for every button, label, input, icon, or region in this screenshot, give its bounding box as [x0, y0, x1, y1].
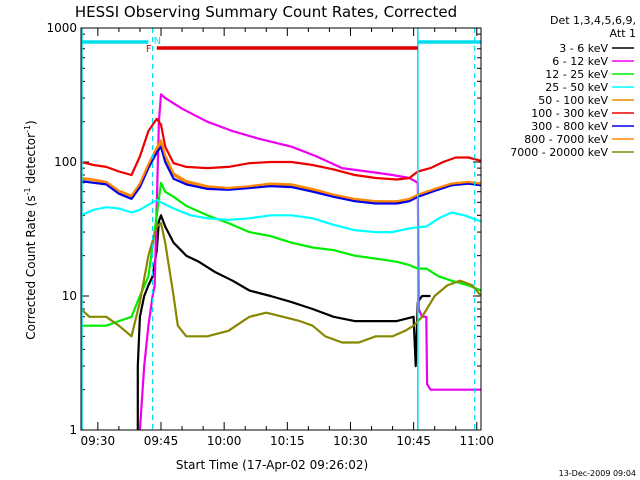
- legend-header-line-1: Det 1,3,4,5,6,9,: [550, 14, 636, 27]
- footer-timestamp: 13-Dec-2009 09:04: [559, 469, 636, 478]
- x-tick-label: 09:45: [144, 434, 179, 448]
- series-line-5: [81, 117, 481, 181]
- legend-label: 7000 - 20000 keV: [510, 146, 608, 159]
- legend-header-line-2: Att 1: [610, 27, 636, 40]
- series-line-7: [81, 139, 481, 203]
- legend-label: 12 - 25 keV: [545, 68, 608, 81]
- y-axis-label-exp-1: -1: [23, 187, 32, 195]
- flare-flag-label: F: [146, 44, 152, 55]
- legend-label: 300 - 800 keV: [531, 120, 608, 133]
- series-group: [81, 93, 481, 430]
- y-axis-label-text-2: detector: [24, 133, 38, 188]
- x-tick-label: 10:15: [270, 434, 305, 448]
- x-axis-label: Start Time (17-Apr-02 09:26:02): [176, 458, 368, 472]
- x-tick-label: 10:00: [207, 434, 242, 448]
- x-tick-label: 09:30: [81, 434, 116, 448]
- chart-title: HESSI Observing Summary Count Rates, Cor…: [75, 3, 457, 21]
- legend-label: 100 - 300 keV: [531, 107, 608, 120]
- y-tick-label: 10: [62, 289, 77, 303]
- y-tick-label: 100: [54, 155, 77, 169]
- series-line-8: [81, 222, 481, 344]
- series-line-3: [81, 199, 481, 234]
- legend-label: 800 - 7000 keV: [524, 133, 608, 146]
- night-flag-label: N: [154, 36, 161, 47]
- y-axis-label-text-3: ): [24, 120, 38, 125]
- series-line-2: [81, 181, 481, 327]
- series-line-6: [81, 145, 481, 205]
- x-tick-label: 10:30: [333, 434, 368, 448]
- legend-label: 3 - 6 keV: [559, 42, 608, 55]
- series-line-0: [136, 214, 431, 430]
- y-axis-label-text-1: Corrected Count Rate (s: [24, 195, 38, 339]
- legend-label: 6 - 12 keV: [552, 55, 608, 68]
- plot-area: 1 10 100 1000 09:30 09:45 10:00 10:15 10:30 10:45…: [46, 21, 494, 448]
- legend-label: 25 - 50 keV: [545, 81, 608, 94]
- y-tick-label: 1: [69, 423, 77, 437]
- y-axis-label-exp-2: -1: [23, 125, 32, 133]
- x-tick-label: 10:45: [396, 434, 431, 448]
- legend-label: 50 - 100 keV: [538, 94, 608, 107]
- plot-frame: [80, 27, 482, 431]
- y-axis-label: Corrected Count Rate (s-1 detector-1): [23, 120, 38, 339]
- x-tick-label: 11:00: [459, 434, 494, 448]
- y-tick-label: 1000: [46, 21, 77, 35]
- series-line-1: [138, 93, 481, 430]
